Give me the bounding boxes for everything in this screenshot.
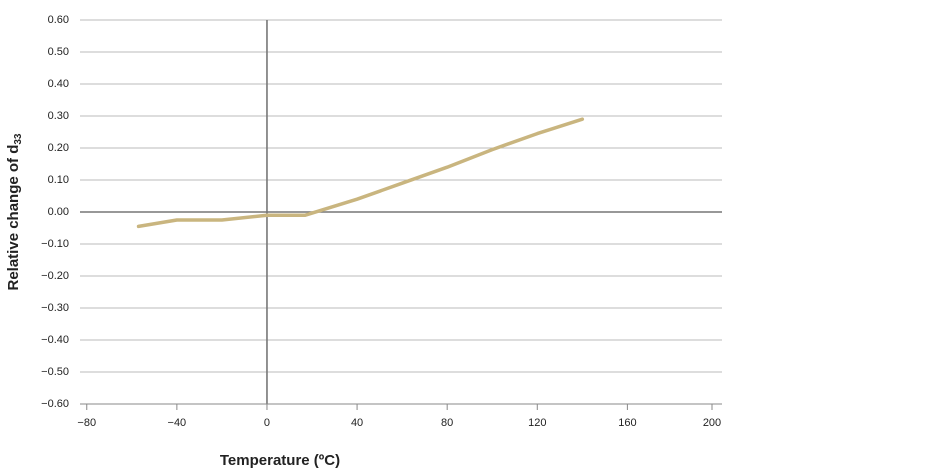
x-tick-label: 80 [441, 417, 453, 429]
y-axis-title-sub: 33 [13, 133, 24, 145]
y-tick-label: −0.10 [41, 238, 69, 250]
y-tick-label: 0.60 [48, 14, 69, 26]
y-tick-label: 0.50 [48, 46, 69, 58]
y-tick-label: 0.30 [48, 110, 69, 122]
x-tick-label: 200 [703, 417, 721, 429]
y-tick-label: −0.20 [41, 270, 69, 282]
x-tick-label: 160 [618, 417, 636, 429]
y-tick-label: 0.10 [48, 174, 69, 186]
y-axis-title: Relative change of d33 [5, 133, 24, 290]
x-tick-label: 0 [264, 417, 270, 429]
x-axis-title: Temperature (ºC) [220, 452, 340, 469]
x-tick-label: −40 [168, 417, 187, 429]
y-tick-label: −0.30 [41, 302, 69, 314]
y-tick-label: −0.40 [41, 334, 69, 346]
y-tick-label: 0.20 [48, 142, 69, 154]
y-tick-label: −0.60 [41, 398, 69, 410]
y-axis-title-main: Relative change of d [5, 145, 22, 291]
y-tick-label: −0.50 [41, 366, 69, 378]
x-tick-label: 120 [528, 417, 546, 429]
x-tick-label: −80 [77, 417, 96, 429]
data-line [136, 117, 585, 229]
y-tick-label: 0.00 [48, 206, 69, 218]
y-tick-label: 0.40 [48, 78, 69, 90]
x-tick-label: 40 [351, 417, 363, 429]
